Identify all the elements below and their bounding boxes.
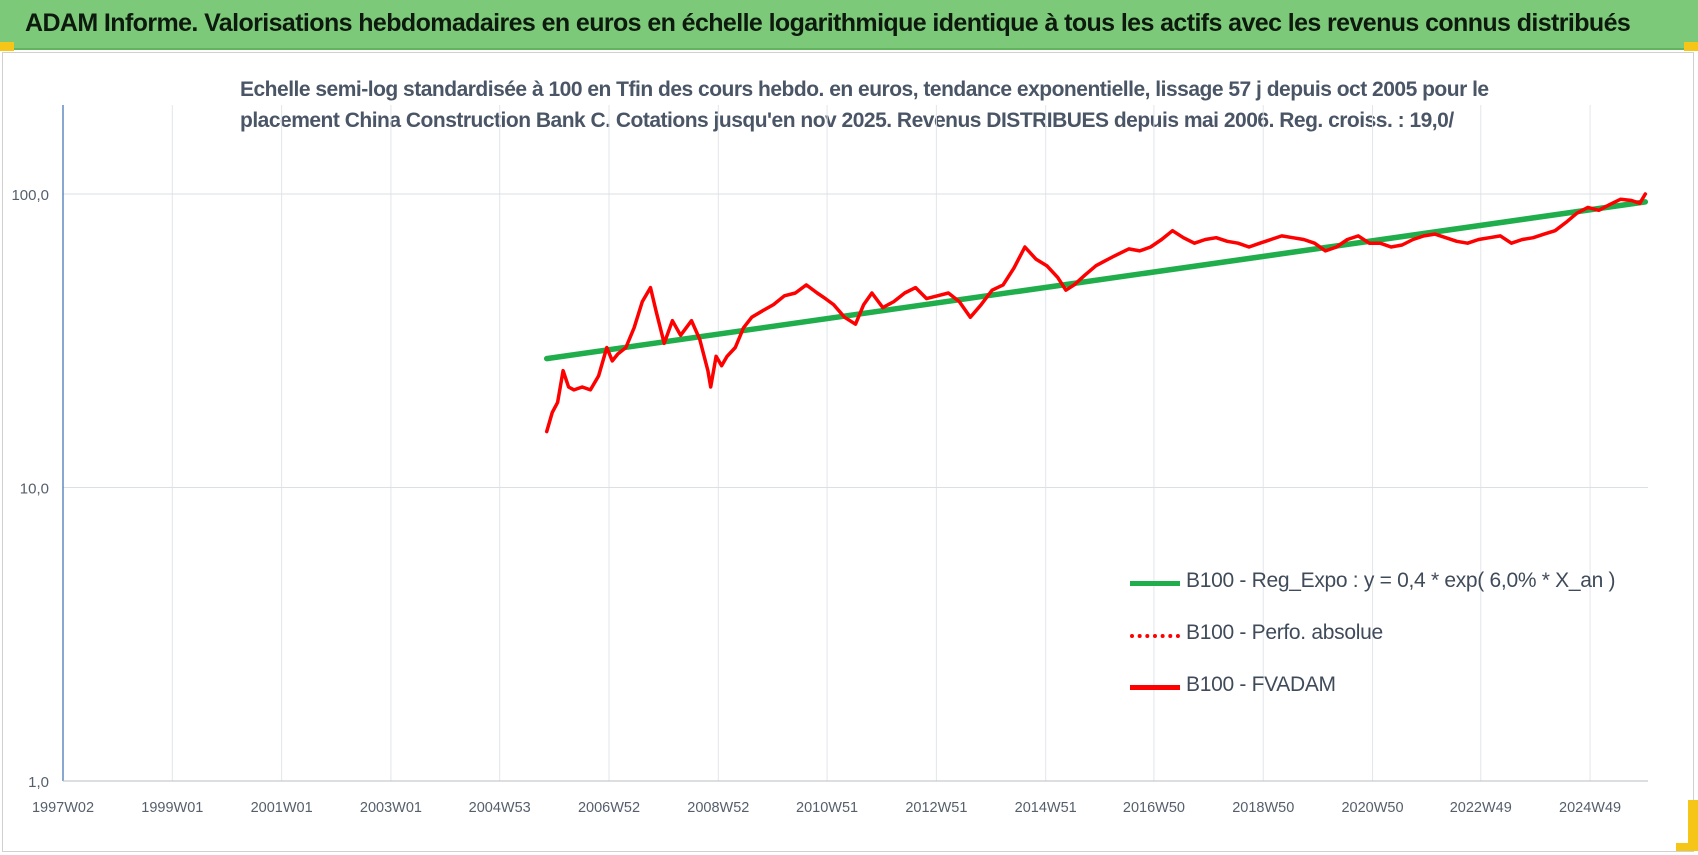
y-tick-label: 100,0 — [11, 187, 49, 204]
chart-title-line-1: Echelle semi-log standardisée à 100 en T… — [240, 78, 1489, 101]
x-tick-label: 1999W01 — [141, 800, 203, 816]
y-tick-label: 1,0 — [28, 774, 49, 791]
legend-label-fvadam: B100 - FVADAM — [1186, 673, 1336, 696]
series-line-0 — [543, 199, 1649, 362]
x-tick-label: 2014W51 — [1015, 800, 1077, 816]
x-tick-label: 2016W50 — [1123, 800, 1185, 816]
corner-mark-top-left — [0, 42, 14, 51]
chart-title: Echelle semi-log standardisée à 100 en T… — [240, 74, 1489, 136]
x-tick-label: 2010W51 — [796, 800, 858, 816]
legend-label-reg-expo: B100 - Reg_Expo : y = 0,4 * exp( 6,0% * … — [1186, 569, 1616, 592]
x-tick-label: 2001W01 — [251, 800, 313, 816]
legend-swatch-perfo-absolue — [1130, 634, 1180, 638]
x-tick-label: 1997W02 — [32, 800, 94, 816]
chart-title-line-2: placement China Construction Bank C. Cot… — [240, 109, 1454, 132]
x-tick-label: 2024W49 — [1559, 800, 1621, 816]
legend-label-perfo-absolue: B100 - Perfo. absolue — [1186, 621, 1383, 644]
title-banner: ADAM Informe. Valorisations hebdomadaire… — [0, 0, 1698, 50]
corner-mark-bottom-right — [1688, 800, 1698, 848]
x-tick-label: 2008W52 — [687, 800, 749, 816]
x-tick-label: 2018W50 — [1232, 800, 1294, 816]
corner-mark-bottom-right-base — [1676, 843, 1698, 851]
legend-swatch-reg-expo — [1130, 581, 1180, 586]
x-tick-label: 2004W53 — [469, 800, 531, 816]
chart-frame — [2, 52, 1694, 852]
x-tick-label: 2012W51 — [905, 800, 967, 816]
x-tick-label: 2006W52 — [578, 800, 640, 816]
x-tick-label: 2003W01 — [360, 800, 422, 816]
y-tick-label: 10,0 — [20, 481, 49, 498]
x-tick-label: 2020W50 — [1341, 800, 1403, 816]
corner-mark-top-right — [1684, 42, 1698, 51]
x-tick-label: 2022W49 — [1450, 800, 1512, 816]
banner-title: ADAM Informe. Valorisations hebdomadaire… — [25, 9, 1631, 37]
series-line-2 — [544, 192, 1648, 434]
legend-swatch-fvadam — [1130, 685, 1180, 690]
